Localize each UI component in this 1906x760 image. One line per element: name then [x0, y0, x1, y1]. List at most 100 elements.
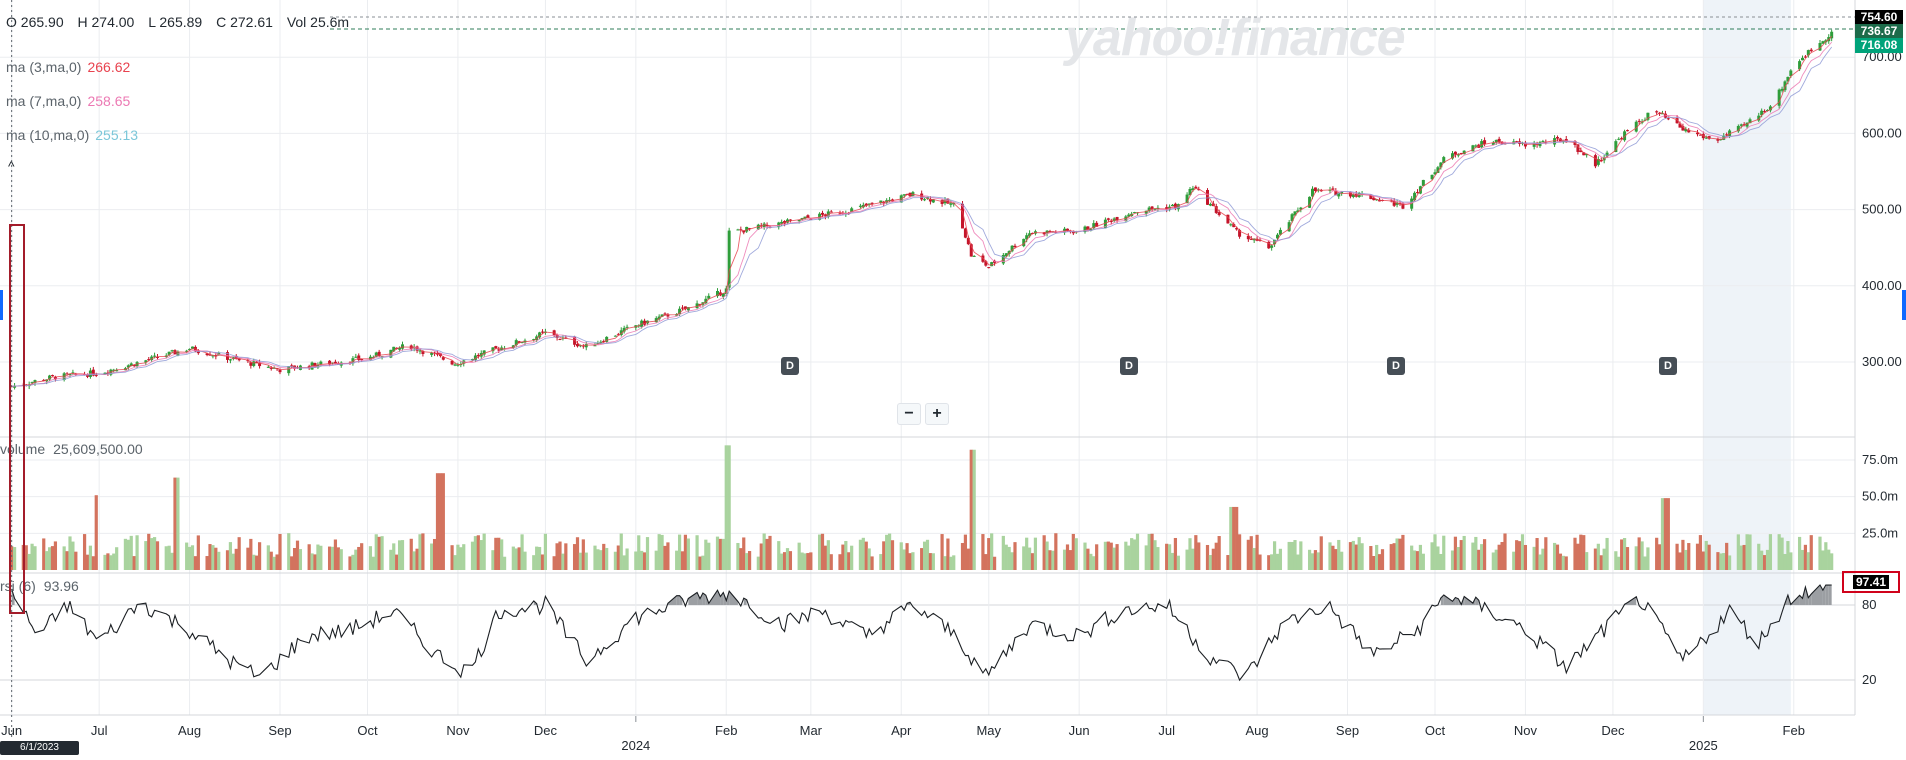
- dividend-marker[interactable]: D: [1120, 357, 1138, 375]
- volume-bar: [1310, 553, 1315, 570]
- price-badge-mid: 736.67: [1855, 24, 1903, 39]
- volume-bar: [765, 538, 769, 570]
- candle-body: [1115, 216, 1119, 221]
- left-scroll-handle[interactable]: [0, 290, 3, 320]
- volume-bar: [963, 534, 968, 570]
- volume-bar: [540, 554, 545, 570]
- volume-bar: [768, 535, 772, 570]
- candle-body: [211, 355, 215, 357]
- volume-bar: [943, 556, 947, 570]
- candle-body: [850, 208, 854, 212]
- candle-body: [1217, 212, 1221, 216]
- volume-bar: [1622, 538, 1627, 570]
- volume-bar: [1745, 534, 1749, 570]
- candle-body: [1617, 138, 1621, 140]
- candle-body: [1095, 222, 1099, 227]
- candle-body: [1786, 76, 1790, 82]
- volume-bar: [1797, 536, 1802, 570]
- rsi-legend[interactable]: rsi (6) 93.96: [0, 578, 79, 594]
- candle-body: [660, 314, 664, 317]
- candle-body: [188, 348, 192, 350]
- volume-bar: [564, 543, 568, 570]
- volume-bar: [1698, 535, 1703, 570]
- candle-body: [1745, 122, 1749, 127]
- rsi-label: rsi (6): [0, 578, 36, 594]
- volume-bar: [170, 552, 174, 570]
- right-scroll-handle[interactable]: [1902, 290, 1906, 320]
- candle-body: [1066, 228, 1069, 231]
- volume-bar: [1707, 544, 1711, 570]
- zoom-out-button[interactable]: −: [897, 403, 921, 425]
- volume-bar: [1646, 547, 1650, 570]
- volume-bar: [1558, 553, 1563, 570]
- zoom-in-button[interactable]: +: [925, 403, 949, 425]
- volume-bar: [103, 554, 107, 570]
- rsi-current-badge: 97.41: [1842, 571, 1900, 593]
- candle-body: [1153, 209, 1157, 211]
- candle-body: [762, 223, 766, 227]
- volume-bar: [1331, 545, 1335, 570]
- volume-bar: [739, 548, 743, 570]
- ma10-legend[interactable]: ma (10,ma,0) 255.13: [6, 127, 138, 143]
- volume-bar: [112, 553, 116, 570]
- volume-bar: [1068, 550, 1073, 570]
- volume-bar: [1127, 545, 1131, 570]
- volume-bar: [1319, 536, 1323, 570]
- candle-body: [1185, 194, 1189, 204]
- price-axis-label: 300.00: [1862, 354, 1902, 369]
- volume-legend[interactable]: volume 25,609,500.00: [0, 441, 143, 457]
- volume-bar: [482, 533, 486, 570]
- candle-body: [421, 351, 425, 354]
- volume-bar: [85, 554, 90, 570]
- candle-body: [1494, 139, 1498, 143]
- volume-bar: [625, 548, 629, 570]
- volume-bar: [1786, 541, 1790, 570]
- candle-body: [940, 200, 944, 204]
- candle-body: [969, 244, 973, 257]
- volume-bar: [1293, 540, 1297, 570]
- rsi-axis-label: 20: [1862, 672, 1876, 687]
- candle-body: [1818, 43, 1822, 51]
- volume-bar: [115, 547, 119, 570]
- candle-body: [456, 364, 460, 366]
- dividend-marker[interactable]: D: [781, 357, 799, 375]
- volume-bar: [88, 545, 93, 570]
- volume-bar: [292, 547, 297, 570]
- candle-body: [622, 327, 626, 332]
- volume-bar: [558, 541, 562, 570]
- candle-body: [1127, 214, 1131, 217]
- volume-bar: [1666, 498, 1670, 570]
- dividend-marker[interactable]: D: [1387, 357, 1405, 375]
- zoom-controls: − +: [897, 403, 949, 425]
- volume-bar: [555, 543, 559, 570]
- volume-bar: [695, 535, 699, 570]
- volume-bar: [1089, 553, 1093, 570]
- volume-bar: [1109, 542, 1113, 570]
- dividend-marker[interactable]: D: [1659, 357, 1677, 375]
- volume-bar: [887, 533, 892, 570]
- volume-bar: [1637, 537, 1641, 570]
- ma3-legend[interactable]: ma (3,ma,0) 266.62: [6, 59, 130, 75]
- volume-bar: [193, 556, 198, 570]
- candle-body: [392, 346, 396, 352]
- volume-bar: [981, 534, 985, 570]
- volume-bar: [1410, 545, 1414, 570]
- volume-bar: [642, 552, 647, 570]
- volume-bar: [683, 534, 688, 570]
- volume-bar: [704, 539, 708, 570]
- volume-bar: [1226, 555, 1230, 570]
- volume-bar: [858, 539, 863, 570]
- volume-bar: [1214, 542, 1218, 570]
- volume-bar: [1185, 549, 1189, 570]
- candle-body: [441, 357, 445, 360]
- candle-body: [1270, 245, 1274, 248]
- volume-bar: [1054, 533, 1058, 570]
- candle-body: [1083, 226, 1087, 233]
- volume-bar: [497, 537, 501, 570]
- collapse-indicators-button[interactable]: ^: [8, 158, 15, 174]
- candle-body: [686, 307, 690, 311]
- candle-body: [1471, 145, 1475, 152]
- ma7-legend[interactable]: ma (7,ma,0) 258.65: [6, 93, 130, 109]
- volume-bar: [1045, 541, 1049, 570]
